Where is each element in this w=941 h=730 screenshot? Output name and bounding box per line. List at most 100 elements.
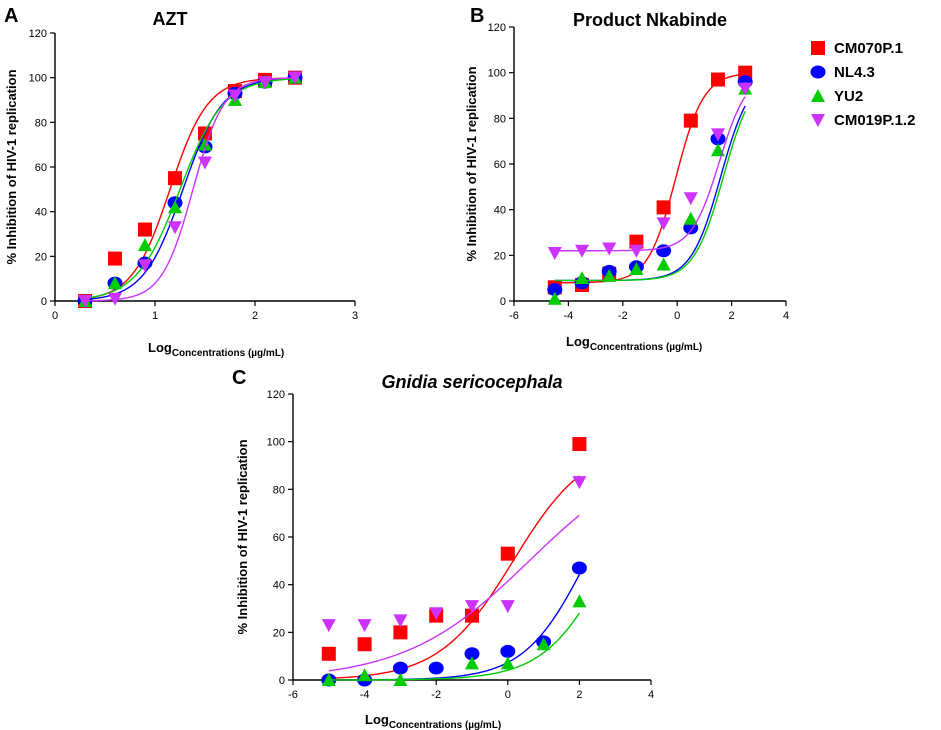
data-point-A-CM070P.1	[108, 251, 122, 266]
fit-curve-A-CM019P.1.2	[84, 77, 296, 302]
x-tick-label-C: 2	[576, 689, 582, 701]
data-point-B-CM019P.1.2	[738, 82, 753, 96]
y-tick-label-B: 0	[500, 296, 506, 308]
data-point-C-CM019P.1.2	[429, 607, 444, 621]
data-point-C-YU2	[500, 656, 515, 670]
legend-label-CM070P.1: CM070P.1	[834, 40, 903, 57]
x-tick-label-B: -6	[509, 310, 519, 322]
data-point-C-CM070P.1	[357, 637, 372, 652]
data-point-C-CM019P.1.2	[500, 600, 515, 614]
data-point-C-CM070P.1	[321, 646, 336, 661]
y-axis-label-B: % Inhibition of HIV-1 replication	[464, 66, 479, 261]
data-point-A-CM019P.1.2	[168, 221, 182, 235]
x-axis-label-main-C: Log	[365, 712, 389, 727]
chart-title-C: Gnidia sericocephala	[381, 372, 562, 392]
data-point-C-CM019P.1.2	[393, 614, 408, 628]
x-axis-label-C: LogConcentrations (µg/mL)	[365, 712, 501, 730]
legend-marker-CM019P.1.2	[811, 114, 825, 127]
y-tick-label-A: 40	[35, 207, 47, 219]
y-tick-label-C: 20	[273, 627, 285, 639]
data-point-C-YU2	[465, 656, 479, 670]
y-axis-label-C: % Inhibition of HIV-1 replication	[235, 439, 250, 634]
y-tick-label-B: 40	[494, 205, 506, 217]
data-point-C-CM070P.1	[465, 608, 479, 623]
fit-curve-A-NL4.3	[84, 77, 296, 301]
x-tick-label-A: 1	[152, 310, 158, 322]
y-tick-label-A: 120	[29, 28, 47, 40]
series-B-CM070P.1	[547, 65, 753, 295]
y-tick-label-A: 80	[35, 117, 47, 129]
data-point-A-CM070P.1	[168, 171, 182, 186]
series-A-YU2	[78, 70, 302, 307]
series-A-CM070P.1	[78, 70, 302, 308]
x-tick-label-A: 0	[52, 310, 58, 322]
data-point-B-NL4.3	[547, 283, 563, 297]
data-point-C-CM019P.1.2	[572, 476, 587, 490]
y-tick-label-B: 80	[494, 113, 506, 125]
y-tick-label-A: 0	[41, 296, 47, 308]
x-tick-label-C: -4	[360, 689, 370, 701]
data-point-A-CM070P.1	[138, 222, 152, 237]
legend-marker-CM070P.1	[811, 41, 825, 55]
data-point-B-CM019P.1.2	[656, 217, 671, 231]
x-axis-label-A: LogConcentrations (µg/mL)	[148, 340, 284, 359]
x-tick-label-C: -6	[288, 689, 298, 701]
legend-label-NL4.3: NL4.3	[834, 64, 875, 81]
x-tick-label-A: 2	[252, 310, 258, 322]
data-point-C-NL4.3	[464, 647, 480, 661]
data-point-B-YU2	[575, 271, 589, 285]
y-tick-label-C: 60	[273, 532, 285, 544]
y-tick-label-C: 80	[273, 484, 285, 496]
data-point-B-YU2	[547, 291, 562, 305]
legend-marker-NL4.3	[810, 65, 826, 79]
data-point-C-CM070P.1	[572, 437, 587, 452]
data-point-B-CM070P.1	[711, 72, 725, 87]
y-tick-label-C: 100	[267, 437, 285, 449]
x-tick-label-B: 0	[674, 310, 680, 322]
panel-letter-B: B	[470, 5, 484, 27]
series-B-CM019P.1.2	[547, 82, 753, 261]
y-tick-label-B: 100	[488, 68, 506, 80]
panel-letter-C: C	[232, 367, 246, 389]
x-tick-label-B: -4	[564, 310, 574, 322]
data-point-A-CM019P.1.2	[78, 295, 92, 308]
data-point-C-CM019P.1.2	[321, 619, 336, 633]
x-tick-label-B: 4	[783, 310, 789, 322]
x-axis-label-B: LogConcentrations (µg/mL)	[566, 334, 702, 353]
series-C-NL4.3	[321, 561, 587, 687]
x-tick-label-A: 3	[352, 310, 358, 322]
legend-marker-YU2	[811, 89, 825, 102]
data-point-A-CM019P.1.2	[288, 71, 302, 85]
fit-curve-B-CM019P.1.2	[554, 96, 746, 252]
y-tick-label-C: 120	[267, 389, 285, 401]
x-tick-label-C: 0	[505, 689, 511, 701]
y-tick-label-C: 40	[273, 580, 285, 592]
legend-label-CM019P.1.2: CM019P.1.2	[834, 112, 915, 129]
data-point-A-YU2	[198, 137, 212, 151]
x-tick-label-C: 4	[648, 689, 654, 701]
data-point-C-CM070P.1	[500, 546, 515, 561]
data-point-C-NL4.3	[500, 644, 516, 658]
series-C-YU2	[321, 594, 587, 686]
data-point-B-CM019P.1.2	[683, 192, 698, 206]
chart-title-A: AZT	[153, 9, 188, 29]
data-point-C-CM019P.1.2	[465, 600, 479, 614]
data-point-C-CM070P.1	[393, 625, 408, 640]
x-axis-label-main-B: Log	[566, 334, 590, 349]
data-point-A-CM019P.1.2	[108, 292, 122, 306]
data-point-B-YU2	[683, 211, 698, 225]
x-axis-label-main-A: Log	[148, 340, 172, 355]
data-point-C-YU2	[572, 594, 587, 608]
data-point-C-CM019P.1.2	[357, 619, 372, 633]
series-B-NL4.3	[547, 75, 753, 297]
data-point-A-CM019P.1.2	[258, 76, 272, 90]
data-point-B-YU2	[602, 268, 617, 282]
series-C-CM019P.1.2	[321, 476, 587, 633]
data-point-B-YU2	[629, 262, 644, 276]
data-point-C-YU2	[393, 673, 408, 686]
x-tick-label-B: 2	[729, 310, 735, 322]
y-tick-label-B: 20	[494, 250, 506, 262]
data-point-B-CM019P.1.2	[629, 244, 644, 258]
data-point-A-CM019P.1.2	[138, 259, 152, 273]
